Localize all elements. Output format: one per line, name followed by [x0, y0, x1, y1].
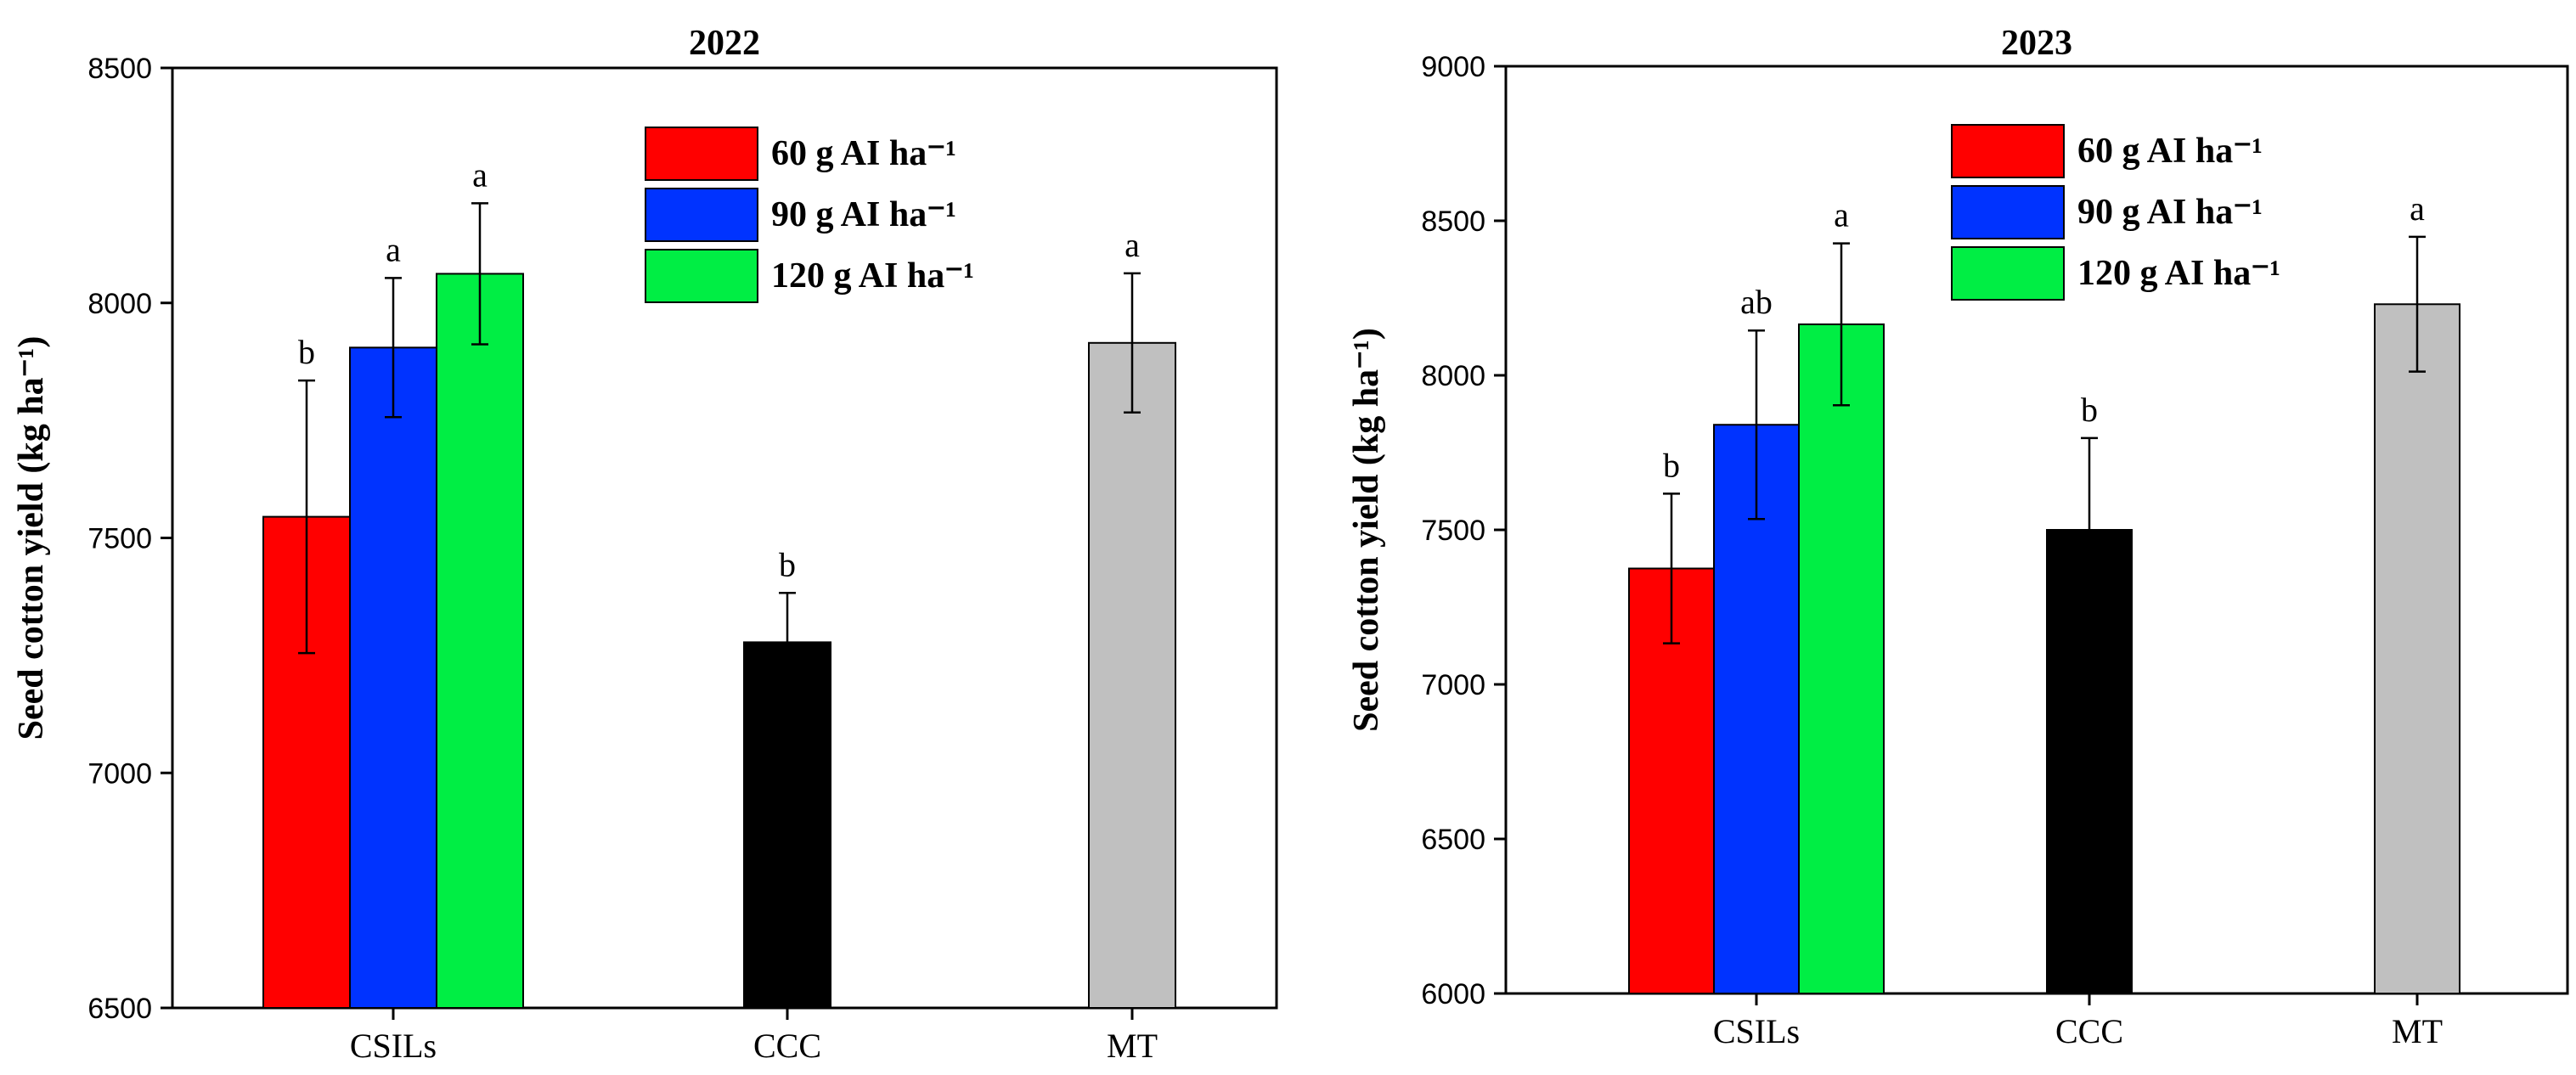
y-tick-label: 8500 — [1421, 205, 1485, 238]
x-tick-label-mt: MT — [1107, 1027, 1158, 1065]
y-tick-label: 9000 — [1421, 51, 1485, 83]
x-tick-label-csils: CSILs — [1713, 1012, 1800, 1050]
legend-label: 90 g AI ha⁻¹ — [771, 195, 956, 234]
y-tick-label: 8000 — [1421, 360, 1485, 392]
legend-swatch — [1951, 124, 2065, 178]
legend-label: 120 g AI ha⁻¹ — [2077, 254, 2280, 293]
significance-letter: a — [1125, 226, 1140, 264]
chart-panel-2023: 2023 Seed cotton yield (kg ha⁻¹) 6000 6500 7… — [1347, 24, 2569, 1050]
y-tick-label: 6500 — [1421, 824, 1485, 856]
bar — [743, 641, 831, 1009]
chart-title: 2023 — [2001, 24, 2072, 63]
significance-letter: b — [2081, 391, 2098, 429]
significance-letter: b — [779, 545, 796, 583]
legend-swatch — [645, 188, 758, 242]
bar — [262, 515, 351, 1009]
y-tick-label: 6000 — [1421, 978, 1485, 1010]
y-tick-label: 8000 — [87, 288, 152, 320]
legend-label: 120 g AI ha⁻¹ — [771, 256, 974, 295]
y-tick-label: 8500 — [87, 53, 152, 85]
x-tick-label-mt: MT — [2392, 1012, 2443, 1050]
significance-letter: b — [298, 333, 315, 371]
legend-swatch — [1951, 185, 2065, 239]
y-tick-label: 7000 — [87, 757, 152, 790]
significance-letter: ab — [1740, 283, 1773, 321]
legend: 60 g AI ha⁻¹ 90 g AI ha⁻¹ 120 g AI ha⁻¹ — [1951, 124, 2280, 301]
x-tick-label-ccc: CCC — [2055, 1012, 2123, 1050]
legend: 60 g AI ha⁻¹ 90 g AI ha⁻¹ 120 g AI ha⁻¹ — [645, 127, 974, 303]
significance-letter: a — [1834, 196, 1849, 234]
legend-label: 60 g AI ha⁻¹ — [2077, 132, 2263, 171]
y-tick-label: 7500 — [87, 523, 152, 555]
bar — [2374, 303, 2460, 994]
y-tick-label: 7000 — [1421, 669, 1485, 701]
legend-swatch — [1951, 246, 2065, 301]
bar — [436, 273, 524, 1010]
significance-letter: b — [1663, 446, 1680, 484]
chart-panel-2022: 2022 Seed cotton yield (kg ha⁻¹) 6500 7000 7… — [12, 24, 1278, 1065]
y-tick-label: 7500 — [1421, 515, 1485, 547]
bar — [349, 346, 437, 1009]
legend-swatch — [645, 127, 758, 181]
y-axis-label: Seed cotton yield (kg ha⁻¹) — [12, 336, 51, 740]
y-axis-label: Seed cotton yield (kg ha⁻¹) — [1347, 328, 1386, 732]
legend-label: 60 g AI ha⁻¹ — [771, 134, 956, 173]
significance-letter: a — [472, 155, 488, 194]
y-tick-label: 6500 — [87, 993, 152, 1025]
legend-swatch — [645, 249, 758, 303]
x-tick-label-ccc: CCC — [753, 1027, 821, 1065]
legend-label: 90 g AI ha⁻¹ — [2077, 193, 2263, 232]
chart-title: 2022 — [689, 24, 760, 63]
bar — [1088, 341, 1176, 1009]
x-tick-label-csils: CSILs — [350, 1027, 437, 1065]
significance-letter: a — [386, 230, 401, 268]
bar — [1798, 323, 1885, 994]
significance-letter: a — [2410, 189, 2425, 228]
